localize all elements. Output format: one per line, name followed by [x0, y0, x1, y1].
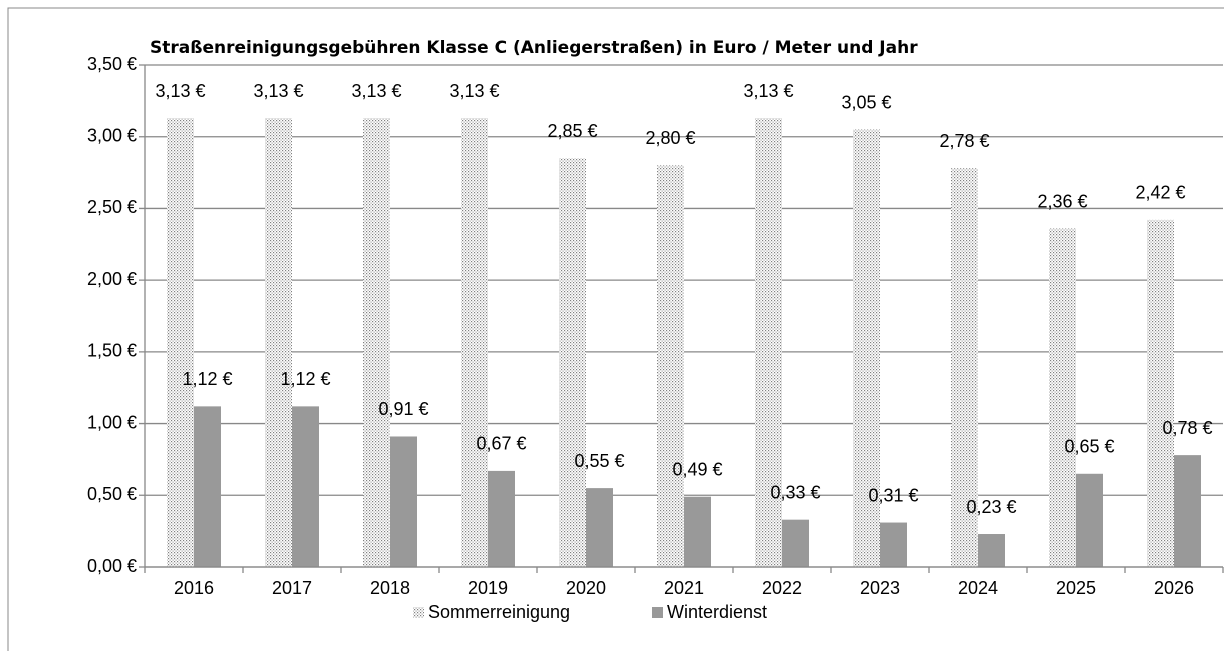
y-tick-label: 2,00 € [87, 269, 137, 289]
data-label: 0,31 € [868, 485, 918, 505]
bar [586, 488, 613, 567]
data-label: 1,12 € [280, 369, 330, 389]
data-label: 3,13 € [743, 81, 793, 101]
y-tick-label: 0,00 € [87, 556, 137, 576]
data-label: 2,78 € [939, 131, 989, 151]
bar [1147, 219, 1174, 567]
data-label: 2,36 € [1037, 191, 1087, 211]
y-tick-label: 3,00 € [87, 125, 137, 145]
bar [292, 406, 319, 567]
bar [951, 168, 978, 568]
data-label: 3,13 € [449, 81, 499, 101]
bar [853, 129, 880, 568]
bar [390, 436, 417, 567]
bar [782, 519, 809, 567]
bar [363, 118, 390, 567]
data-label: 2,85 € [547, 121, 597, 141]
bar [684, 496, 711, 567]
bar [461, 118, 488, 567]
bar [559, 158, 586, 567]
x-tick-label: 2024 [958, 578, 998, 598]
bar [880, 522, 907, 567]
x-tick-label: 2020 [566, 578, 606, 598]
bar [1174, 455, 1201, 567]
data-label: 2,80 € [645, 128, 695, 148]
bar [167, 118, 194, 567]
data-label: 0,23 € [966, 497, 1016, 517]
legend-label: Sommerreinigung [428, 602, 570, 622]
chart-title: Straßenreinigungsgebühren Klasse C (Anli… [150, 38, 918, 58]
y-tick-label: 3,50 € [87, 54, 137, 74]
data-label: 0,55 € [574, 451, 624, 471]
x-tick-label: 2016 [174, 578, 214, 598]
x-tick-label: 2017 [272, 578, 312, 598]
data-label: 3,13 € [253, 81, 303, 101]
bar [194, 406, 221, 567]
y-tick-label: 1,00 € [87, 412, 137, 432]
x-tick-label: 2023 [860, 578, 900, 598]
legend-swatch [413, 607, 424, 618]
data-label: 2,42 € [1135, 183, 1185, 203]
legend-label: Winterdienst [667, 602, 767, 622]
data-label: 3,13 € [155, 81, 205, 101]
x-tick-label: 2026 [1154, 578, 1194, 598]
bar [265, 118, 292, 567]
data-label: 0,91 € [378, 399, 428, 419]
data-label: 0,49 € [672, 459, 722, 479]
x-tick-label: 2019 [468, 578, 508, 598]
bar [1076, 473, 1103, 567]
x-tick-label: 2018 [370, 578, 410, 598]
x-tick-label: 2025 [1056, 578, 1096, 598]
y-tick-label: 1,50 € [87, 341, 137, 361]
x-tick-label: 2022 [762, 578, 802, 598]
data-label: 1,12 € [182, 369, 232, 389]
data-label: 0,65 € [1064, 437, 1114, 457]
bar [755, 118, 782, 567]
x-tick-label: 2021 [664, 578, 704, 598]
data-label: 0,33 € [770, 482, 820, 502]
bar [1049, 228, 1076, 567]
legend-swatch [652, 607, 663, 618]
bar [657, 165, 684, 567]
data-label: 3,05 € [841, 92, 891, 112]
bar [978, 534, 1005, 567]
data-label: 0,67 € [476, 434, 526, 454]
bar [488, 470, 515, 567]
chart-frame [7, 7, 1224, 651]
data-label: 3,13 € [351, 81, 401, 101]
y-tick-label: 0,50 € [87, 484, 137, 504]
data-label: 0,78 € [1162, 418, 1212, 438]
y-tick-label: 2,50 € [87, 197, 137, 217]
